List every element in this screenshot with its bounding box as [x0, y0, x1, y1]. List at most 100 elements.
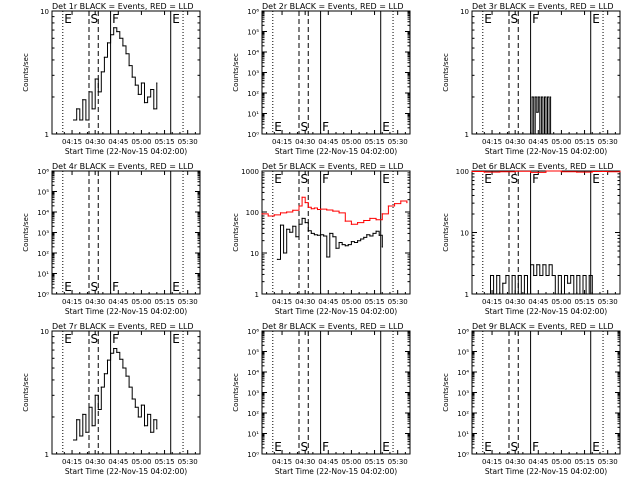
data-point	[545, 170, 547, 172]
marker-label: F	[112, 332, 119, 346]
data-point	[514, 170, 516, 172]
data-point	[347, 244, 349, 246]
data-point	[499, 293, 501, 295]
data-point	[539, 274, 541, 277]
data-point	[313, 207, 315, 209]
marker-label: S	[511, 172, 519, 186]
data-point	[363, 236, 365, 238]
y-tick-label: 10	[40, 328, 49, 336]
data-point	[79, 119, 81, 121]
y-tick-label: 10⁵	[37, 189, 49, 197]
data-point	[471, 170, 473, 173]
x-axis-label: Start Time (22-Nov-15 04:02:00)	[485, 147, 607, 156]
y-tick-label: 10³	[37, 230, 49, 238]
panel-title: Det 4r BLACK = Events, RED = LLD	[52, 162, 194, 171]
y-axis-label: Counts/sec	[232, 373, 240, 412]
data-point	[350, 241, 352, 243]
data-point	[279, 212, 282, 214]
marker-label: E	[64, 280, 72, 294]
y-tick-label: 100	[246, 209, 259, 217]
y-tick-label: 10⁴	[457, 369, 469, 377]
data-point	[91, 108, 93, 110]
data-point	[125, 375, 127, 377]
panel-title: Det 3r BLACK = Events, RED = LLD	[472, 2, 614, 11]
data-point	[100, 71, 102, 73]
x-tick-label: 05:30	[598, 458, 618, 466]
data-point	[320, 208, 322, 210]
y-tick-label: 1	[45, 451, 49, 459]
data-point	[156, 428, 158, 430]
y-tick-label: 10³	[247, 390, 259, 398]
data-point	[591, 170, 593, 173]
panel-title: Det 6r BLACK = Events, RED = LLD	[472, 162, 614, 171]
data-point	[91, 425, 93, 427]
panel-det6r: Det 6r BLACK = Events, RED = LLD 04:15 04:…	[442, 162, 621, 316]
marker-label: E	[64, 332, 72, 346]
x-tick-label: 04:45	[528, 298, 548, 306]
data-point	[517, 274, 519, 277]
marker-label: S	[91, 332, 99, 346]
marker-label: E	[274, 440, 282, 454]
data-point	[582, 274, 584, 277]
data-point	[150, 431, 152, 433]
x-tick-label: 05:15	[154, 458, 174, 466]
data-point	[76, 419, 78, 421]
y-tick-label: 10	[460, 8, 469, 16]
marker-label: F	[322, 440, 329, 454]
marker-label: E	[172, 12, 180, 26]
data-point	[298, 205, 300, 207]
y-tick-label: 1000	[241, 168, 259, 176]
marker-label: E	[592, 440, 600, 454]
data-point	[573, 293, 575, 295]
x-axis-label: Start Time (22-Nov-15 04:02:00)	[65, 147, 187, 156]
data-point	[570, 274, 572, 277]
data-point	[82, 413, 84, 415]
data-point	[82, 99, 84, 101]
marker-label: E	[382, 120, 390, 134]
y-axis-label: Counts/sec	[442, 213, 450, 252]
data-point	[375, 219, 377, 221]
series-line-events	[277, 217, 383, 260]
y-tick-label: 10	[250, 250, 259, 258]
data-point	[153, 419, 155, 421]
x-tick-label: 04:30	[295, 298, 315, 306]
data-point	[375, 230, 377, 232]
y-axis-label: Counts/sec	[22, 373, 30, 412]
x-tick-label: 04:45	[528, 458, 548, 466]
x-tick-label: 05:15	[154, 298, 174, 306]
y-tick-label: 1	[45, 131, 49, 139]
x-tick-label: 05:30	[388, 138, 408, 146]
y-tick-label: 1	[465, 131, 469, 139]
y-tick-label: 10⁴	[247, 369, 259, 377]
y-tick-label: 10²	[37, 250, 49, 258]
marker-label: F	[532, 172, 539, 186]
data-point	[357, 240, 359, 242]
x-tick-label: 04:45	[528, 138, 548, 146]
marker-label: S	[511, 440, 519, 454]
series-line-events	[73, 348, 158, 441]
x-tick-label: 04:15	[482, 298, 502, 306]
data-point	[551, 274, 553, 277]
data-point	[88, 91, 90, 93]
data-point	[545, 274, 547, 277]
data-point	[533, 274, 535, 277]
data-point	[350, 223, 352, 225]
x-axis-label: Start Time (22-Nov-15 04:02:00)	[275, 307, 397, 316]
data-point	[548, 133, 550, 135]
data-point	[576, 171, 578, 173]
data-point	[128, 65, 130, 67]
data-point	[329, 232, 331, 234]
data-point	[338, 241, 340, 244]
data-point	[310, 232, 312, 234]
data-point	[591, 293, 593, 295]
data-point	[545, 133, 547, 135]
marker-label: E	[64, 12, 72, 26]
data-point	[493, 293, 495, 295]
y-tick-label: 10⁶	[247, 328, 259, 336]
data-point	[357, 222, 359, 224]
data-point	[567, 282, 569, 284]
data-point	[316, 208, 319, 211]
data-point	[119, 37, 121, 39]
